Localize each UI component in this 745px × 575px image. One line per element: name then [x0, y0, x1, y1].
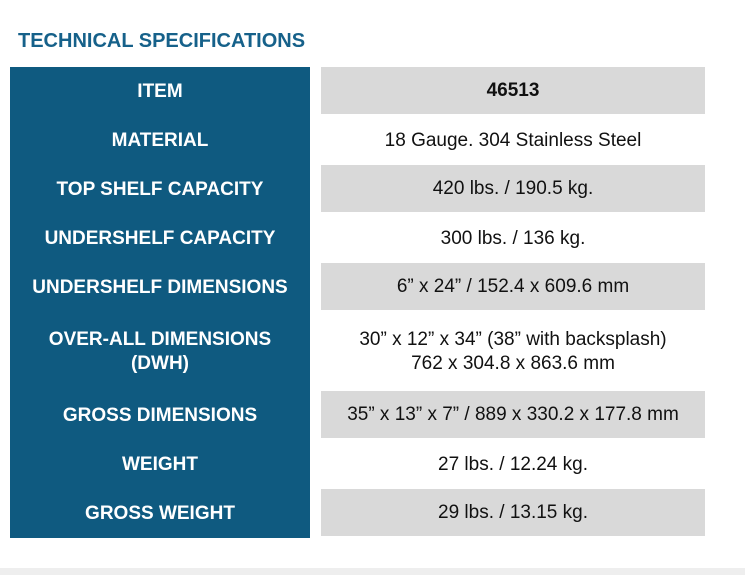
text-line: 30” x 12” x 34” (38” with backsplash): [359, 328, 667, 350]
text-line: GROSS WEIGHT: [85, 502, 235, 524]
text-line: ITEM: [137, 80, 183, 102]
spec-label: GROSS WEIGHT: [10, 489, 310, 538]
spec-value: 420 lbs. / 190.5 kg.: [321, 165, 705, 212]
text-line: 46513: [486, 79, 540, 101]
text-line: 762 x 304.8 x 863.6 mm: [411, 352, 615, 374]
text-line: UNDERSHELF CAPACITY: [44, 227, 276, 249]
spec-label: OVER-ALL DIMENSIONS (DWH): [10, 312, 310, 391]
text-line: 18 Gauge. 304 Stainless Steel: [384, 129, 642, 151]
text-line: OVER-ALL DIMENSIONS: [48, 328, 272, 350]
spec-value: 6” x 24” / 152.4 x 609.6 mm: [321, 263, 705, 310]
title: TECHNICAL SPECIFICATIONS: [18, 30, 306, 52]
spec-label: UNDERSHELF DIMENSIONS: [10, 263, 310, 312]
spec-label: TOP SHELF CAPACITY: [10, 165, 310, 214]
text-line: UNDERSHELF DIMENSIONS: [32, 276, 288, 298]
spec-value: 35” x 13” x 7” / 889 x 330.2 x 177.8 mm: [321, 391, 705, 438]
spec-value: 46513: [321, 67, 705, 114]
spec-label: GROSS DIMENSIONS: [10, 391, 310, 440]
text-line: (DWH): [130, 352, 190, 374]
spec-label: UNDERSHELF CAPACITY: [10, 214, 310, 263]
label-column: [10, 67, 310, 538]
text-line: MATERIAL: [111, 129, 209, 151]
spec-value: 300 lbs. / 136 kg.: [321, 214, 705, 263]
spec-value: 30” x 12” x 34” (38” with backsplash) 762…: [321, 312, 705, 391]
text-line: 420 lbs. / 190.5 kg.: [432, 177, 594, 199]
text-line: GROSS DIMENSIONS: [62, 404, 258, 426]
text-line: WEIGHT: [122, 453, 198, 475]
text-line: 27 lbs. / 12.24 kg.: [438, 453, 588, 475]
text-line: 300 lbs. / 136 kg.: [440, 227, 586, 249]
spec-value: 29 lbs. / 13.15 kg.: [321, 489, 705, 536]
spec-value: 27 lbs. / 12.24 kg.: [321, 440, 705, 489]
text-line: TOP SHELF CAPACITY: [56, 178, 264, 200]
text-line: 29 lbs. / 13.15 kg.: [438, 501, 588, 523]
text-line: 35” x 13” x 7” / 889 x 330.2 x 177.8 mm: [347, 403, 679, 425]
text-line: 6” x 24” / 152.4 x 609.6 mm: [396, 275, 630, 297]
spec-label: MATERIAL: [10, 116, 310, 165]
footer-band: [0, 568, 745, 575]
spec-label: WEIGHT: [10, 440, 310, 489]
spec-label: ITEM: [10, 67, 310, 116]
spec-value: 18 Gauge. 304 Stainless Steel: [321, 116, 705, 165]
